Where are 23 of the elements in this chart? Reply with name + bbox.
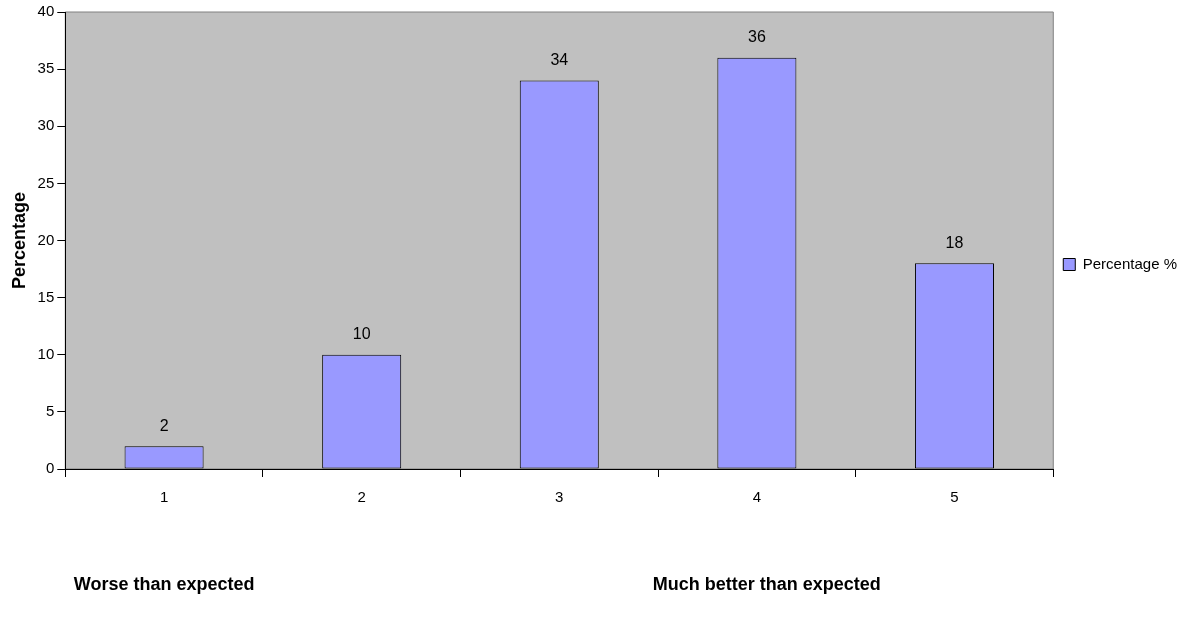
data-label: 34 [550, 50, 569, 68]
text: Much better than expected [652, 574, 881, 594]
data-label: 18 [945, 233, 964, 251]
legend-label: Percentage % [1082, 254, 1178, 272]
y-tick-label: 20 [37, 230, 55, 248]
y-tick-label: 15 [37, 287, 55, 305]
data-label: 10 [352, 325, 371, 343]
x-tick-label: 2 [357, 488, 366, 506]
y-tick-label: 0 [45, 459, 55, 477]
text: Worse than expected [73, 574, 255, 594]
x-tick-label: 1 [159, 488, 169, 506]
y-tick-label: 40 [37, 2, 55, 20]
x-tick-label: 4 [752, 488, 762, 506]
x-tick-label: 5 [950, 488, 959, 506]
y-tick-label: 5 [45, 402, 55, 420]
y-tick-label: 30 [37, 116, 55, 134]
y-tick-label: 25 [37, 173, 55, 191]
y-axis-title: Percentage [8, 191, 29, 290]
y-tick-label: 35 [37, 59, 55, 77]
data-label: 2 [159, 416, 169, 434]
y-tick-label: 10 [37, 344, 55, 362]
x-tick-label: 3 [555, 488, 564, 506]
data-label: 36 [747, 28, 766, 46]
